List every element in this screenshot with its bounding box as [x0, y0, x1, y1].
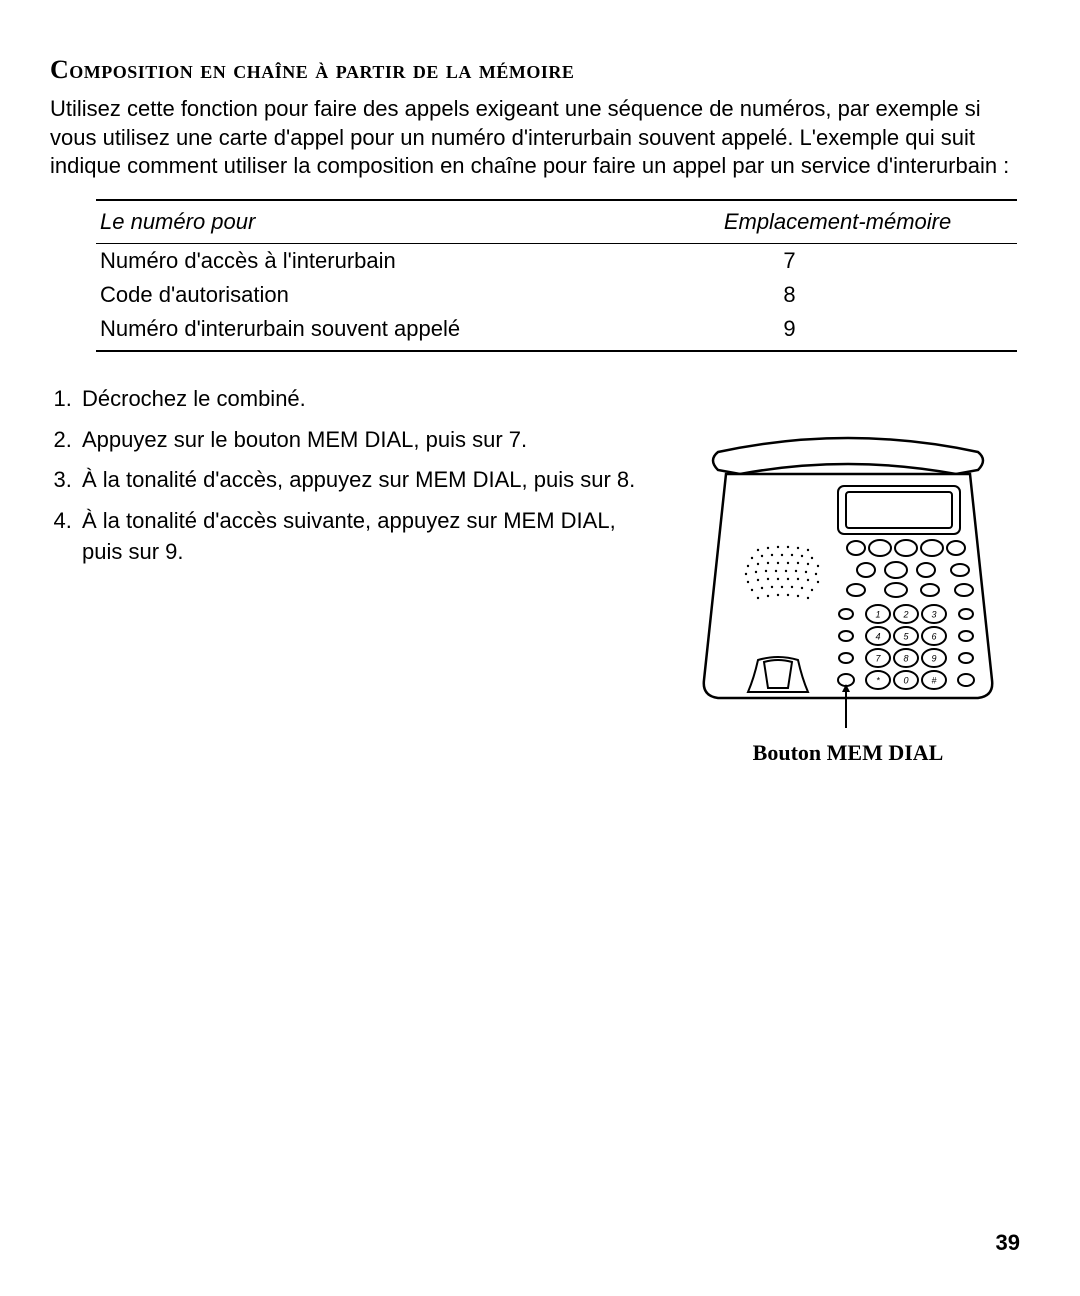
- step-item: À la tonalité d'accès suivante, appuyez …: [78, 506, 638, 568]
- table-header-row: Le numéro pour Emplacement-mémoire: [96, 200, 1017, 244]
- svg-text:8: 8: [903, 653, 908, 663]
- svg-text:3: 3: [931, 609, 936, 619]
- page: Composition en chaîne à partir de la mém…: [0, 0, 1080, 1296]
- table-header-cell: Le numéro pour: [96, 200, 658, 244]
- phone-figure: 123 456 789 *0# Bouton MEM DIAL: [678, 430, 1018, 766]
- svg-text:1: 1: [875, 609, 880, 619]
- steps-list: Décrochez le combiné. Appuyez sur le bou…: [50, 384, 638, 578]
- svg-text:2: 2: [902, 609, 908, 619]
- step-item: À la tonalité d'accès, appuyez sur MEM D…: [78, 465, 638, 496]
- content-row: Décrochez le combiné. Appuyez sur le bou…: [50, 370, 1030, 766]
- section-title: Composition en chaîne à partir de la mém…: [50, 55, 1030, 85]
- intro-paragraph: Utilisez cette fonction pour faire des a…: [50, 95, 1030, 181]
- table-cell: Numéro d'accès à l'interurbain: [96, 243, 658, 278]
- table-cell: Code d'autorisation: [96, 278, 658, 312]
- table-cell: 7: [658, 243, 1017, 278]
- table-cell: Numéro d'interurbain souvent appelé: [96, 312, 658, 351]
- table-row: Numéro d'interurbain souvent appelé 9: [96, 312, 1017, 351]
- table-row: Code d'autorisation 8: [96, 278, 1017, 312]
- table-cell: 9: [658, 312, 1017, 351]
- step-item: Décrochez le combiné.: [78, 384, 638, 415]
- step-item: Appuyez sur le bouton MEM DIAL, puis sur…: [78, 425, 638, 456]
- table-header-cell: Emplacement-mémoire: [658, 200, 1017, 244]
- phone-icon: 123 456 789 *0#: [678, 430, 1018, 730]
- page-number: 39: [996, 1230, 1020, 1256]
- svg-text:4: 4: [875, 631, 880, 641]
- memory-table: Le numéro pour Emplacement-mémoire Numér…: [96, 199, 1017, 352]
- svg-text:9: 9: [931, 653, 936, 663]
- svg-text:0: 0: [903, 675, 908, 685]
- svg-text:6: 6: [931, 631, 936, 641]
- figure-caption: Bouton MEM DIAL: [678, 740, 1018, 766]
- table-row: Numéro d'accès à l'interurbain 7: [96, 243, 1017, 278]
- svg-text:*: *: [876, 675, 880, 685]
- table-cell: 8: [658, 278, 1017, 312]
